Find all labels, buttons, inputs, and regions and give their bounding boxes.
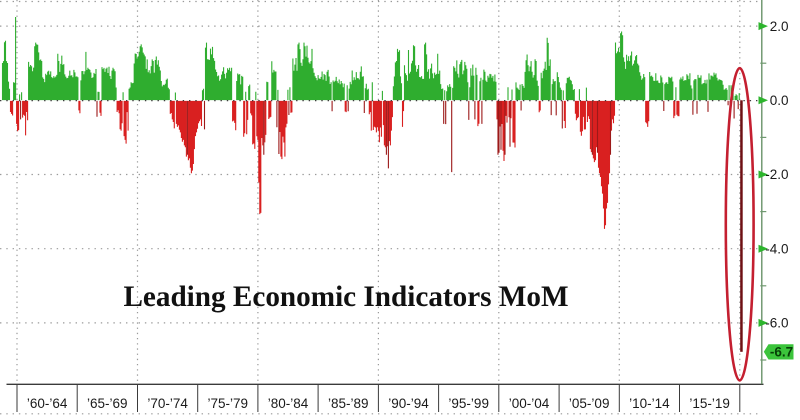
svg-text:’15-’19: ’15-’19 — [689, 396, 730, 411]
svg-text:’80-’84: ’80-’84 — [268, 396, 309, 411]
svg-text:’75-’79: ’75-’79 — [208, 396, 249, 411]
svg-text:’05-’09: ’05-’09 — [569, 396, 610, 411]
svg-text:-4.0: -4.0 — [765, 241, 788, 256]
svg-text:’10-’14: ’10-’14 — [629, 396, 670, 411]
svg-text:Leading Economic Indicators Mo: Leading Economic Indicators MoM — [123, 281, 568, 313]
svg-text:’90-’94: ’90-’94 — [388, 396, 429, 411]
svg-text:’70-’74: ’70-’74 — [147, 396, 188, 411]
svg-text:’95-’99: ’95-’99 — [448, 396, 489, 411]
svg-text:’65-’69: ’65-’69 — [87, 396, 128, 411]
svg-text:’60-’64: ’60-’64 — [27, 396, 68, 411]
svg-text:’85-’89: ’85-’89 — [328, 396, 369, 411]
svg-text:-6.7: -6.7 — [770, 344, 793, 359]
svg-text:2.0: 2.0 — [770, 19, 789, 34]
svg-text:-6.0: -6.0 — [765, 316, 788, 331]
svg-text:’00-’04: ’00-’04 — [509, 396, 550, 411]
svg-text:-2.0: -2.0 — [765, 167, 788, 182]
svg-text:0.0: 0.0 — [770, 93, 789, 108]
